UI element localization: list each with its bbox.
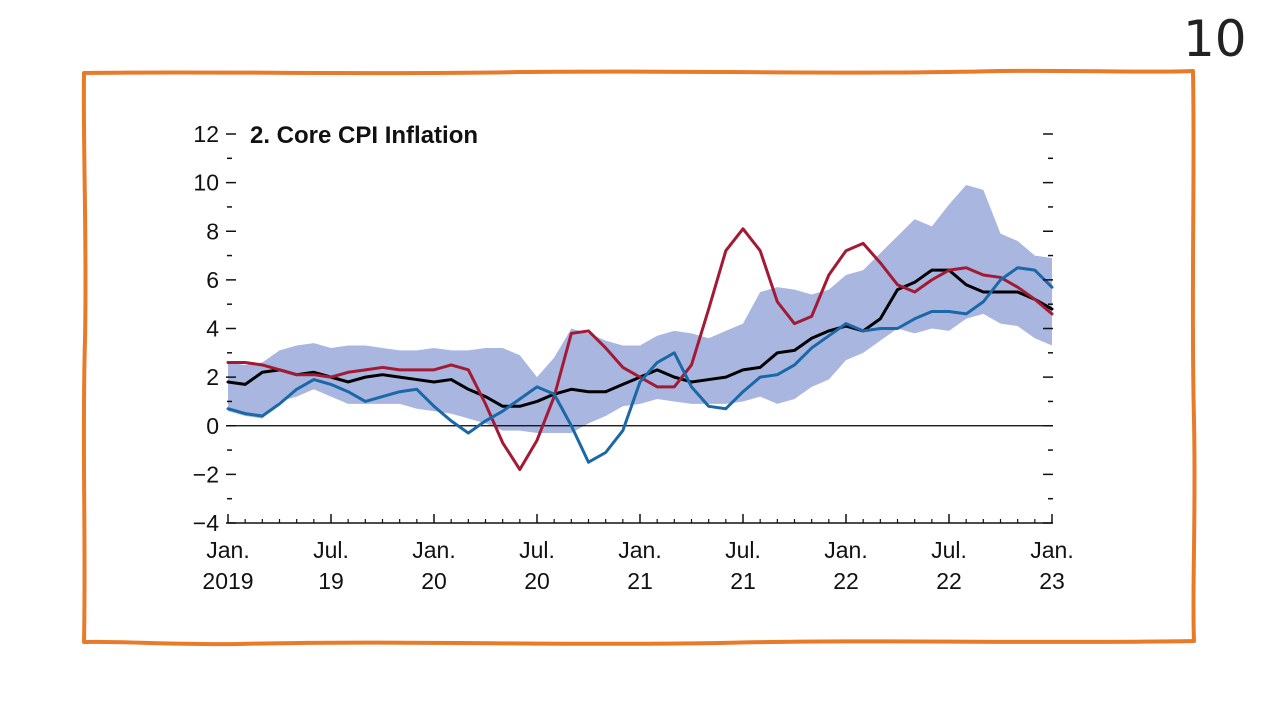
x-tick-label-line1: Jan. [412, 537, 455, 563]
x-tick-label-line2: 19 [318, 568, 344, 594]
y-tick-label: −2 [193, 461, 219, 487]
series-line-blue-line [226, 266, 1054, 464]
frame-border [81, 68, 1197, 647]
x-tick-label-line2: 2019 [202, 568, 253, 594]
x-tick-label-line1: Jul. [931, 537, 967, 563]
y-tick-label: 8 [206, 218, 219, 244]
y-tick-label: 4 [206, 316, 219, 342]
x-tick-label-line1: Jan. [1030, 537, 1073, 563]
chart-title: 2. Core CPI Inflation [250, 122, 478, 149]
x-tick-label-line2: 23 [1039, 568, 1065, 594]
x-tick-label-line2: 21 [730, 568, 756, 594]
x-tick-label-line1: Jul. [313, 537, 349, 563]
y-tick-label: 2 [206, 364, 219, 390]
x-tick-label-line2: 20 [524, 568, 550, 594]
series-line-red-line [226, 227, 1054, 472]
y-tick-label: −4 [193, 510, 219, 536]
slide-number: 10 [1183, 10, 1247, 68]
range-band [228, 185, 1052, 434]
x-tick-label-line2: 21 [627, 568, 653, 594]
x-tick-label-line1: Jul. [725, 537, 761, 563]
y-tick-label: 0 [206, 413, 219, 439]
x-tick-label-line2: 22 [833, 568, 859, 594]
x-tick-label-line1: Jul. [519, 537, 555, 563]
y-tick-label: 12 [193, 121, 219, 147]
x-tick-label-line2: 20 [421, 568, 447, 594]
x-tick-label-line1: Jan. [206, 537, 249, 563]
y-tick-label: 10 [193, 170, 219, 196]
y-tick-label: 6 [206, 267, 219, 293]
x-tick-label-line2: 22 [936, 568, 962, 594]
x-tick-label-line1: Jan. [618, 537, 661, 563]
x-tick-label-line1: Jan. [824, 537, 867, 563]
